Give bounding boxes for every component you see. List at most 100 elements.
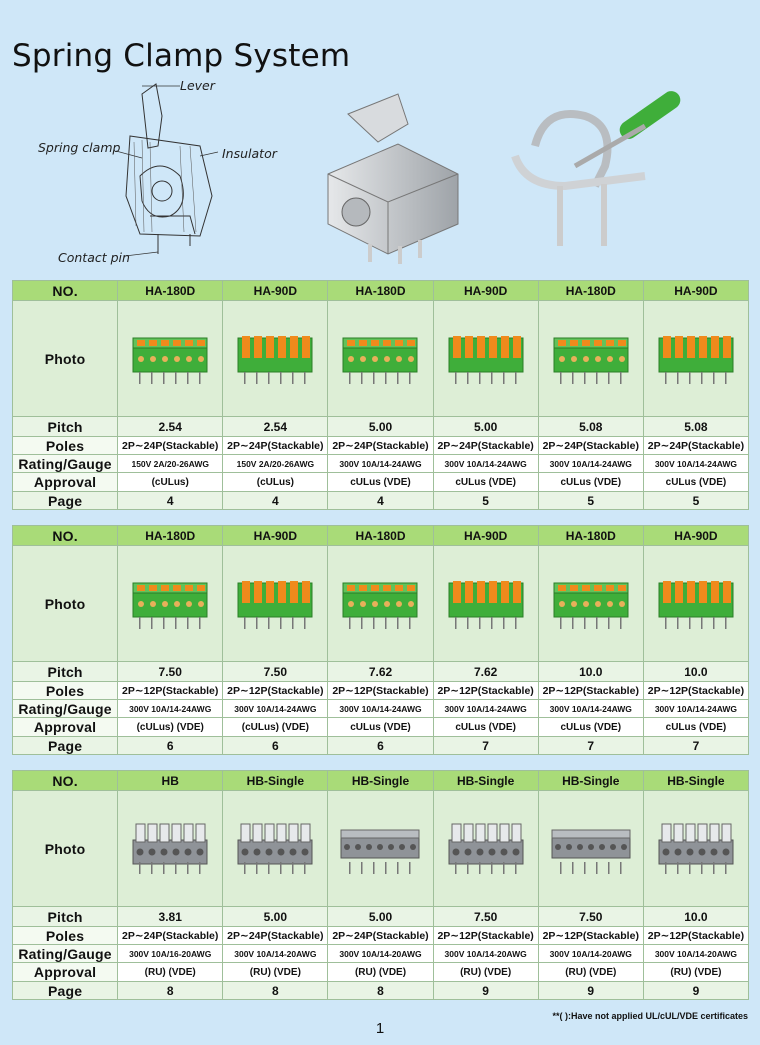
cell-rating: 300V 10A/14-20AWG <box>432 944 539 963</box>
cell-poles: 2P∼12P(Stackable) <box>642 926 750 945</box>
row-label-no: NO. <box>11 525 119 546</box>
spec-row-approval: Approval (cULus) (VDE) (cULus) (VDE) cULus … <box>11 717 750 737</box>
row-label-no: NO. <box>11 280 119 301</box>
cell-rating: 150V 2A/20-26AWG <box>117 454 224 473</box>
cell-no: HB-Single <box>642 770 750 791</box>
spec-row-poles: Poles 2P∼24P(Stackable) 2P∼24P(Stackable) 2… <box>11 436 750 455</box>
cell-photo <box>537 300 644 417</box>
cell-page: 5 <box>642 491 750 510</box>
cell-page: 8 <box>222 981 329 1000</box>
row-label-poles: Poles <box>11 436 119 455</box>
spec-row-pitch: Pitch 2.54 2.54 5.00 5.00 5.08 5.08 <box>11 416 750 437</box>
cell-rating: 300V 10A/14-24AWG <box>432 699 539 718</box>
cell-pitch: 5.08 <box>642 416 750 437</box>
cell-pitch: 10.0 <box>642 661 750 682</box>
cell-page: 8 <box>327 981 434 1000</box>
cell-no: HA-180D <box>537 280 644 301</box>
cell-pitch: 5.00 <box>327 416 434 437</box>
terminal-photo <box>658 336 734 384</box>
cell-poles: 2P∼24P(Stackable) <box>537 436 644 455</box>
row-label-rating: Rating/Gauge <box>11 944 119 963</box>
cell-approval: cULus (VDE) <box>432 472 539 492</box>
row-label-page: Page <box>11 491 119 510</box>
cell-approval: (cULus) <box>222 472 329 492</box>
cell-approval: (RU) (VDE) <box>117 962 224 982</box>
spec-row-rating: Rating/Gauge 300V 10A/14-24AWG 300V 10A/14… <box>11 699 750 718</box>
cell-no: HB <box>117 770 224 791</box>
cell-photo <box>222 300 329 417</box>
spec-row-page: Page 4 4 4 5 5 5 <box>11 491 750 510</box>
cell-page: 5 <box>432 491 539 510</box>
terminal-photo <box>448 336 524 384</box>
cell-poles: 2P∼12P(Stackable) <box>642 681 750 700</box>
cell-poles: 2P∼24P(Stackable) <box>117 436 224 455</box>
cell-rating: 300V 10A/14-20AWG <box>327 944 434 963</box>
spec-row-approval: Approval (RU) (VDE) (RU) (VDE) (RU) (VDE) (R… <box>11 962 750 982</box>
cell-rating: 300V 10A/14-24AWG <box>327 454 434 473</box>
cell-poles: 2P∼24P(Stackable) <box>432 436 539 455</box>
cell-photo <box>432 300 539 417</box>
cell-photo <box>222 790 329 907</box>
cell-rating: 300V 10A/14-20AWG <box>222 944 329 963</box>
cell-approval: (cULus) (VDE) <box>117 717 224 737</box>
cell-poles: 2P∼12P(Stackable) <box>537 681 644 700</box>
row-label-page: Page <box>11 736 119 755</box>
spec-row-poles: Poles 2P∼24P(Stackable) 2P∼24P(Stackable) 2… <box>11 926 750 945</box>
cell-no: HA-90D <box>432 525 539 546</box>
cell-pitch: 7.50 <box>432 906 539 927</box>
cell-page: 7 <box>432 736 539 755</box>
cell-page: 6 <box>327 736 434 755</box>
cell-photo <box>222 545 329 662</box>
cell-photo <box>642 545 750 662</box>
page-number: 1 <box>375 1020 385 1037</box>
cell-page: 4 <box>327 491 434 510</box>
cell-photo <box>432 790 539 907</box>
cell-rating: 300V 10A/14-24AWG <box>117 699 224 718</box>
cell-pitch: 5.00 <box>327 906 434 927</box>
cell-photo <box>117 790 224 907</box>
cell-pitch: 5.08 <box>537 416 644 437</box>
cell-poles: 2P∼24P(Stackable) <box>642 436 750 455</box>
cell-approval: cULus (VDE) <box>327 472 434 492</box>
spec-row-approval: Approval (cULus) (cULus) cULus (VDE) cULus (… <box>11 472 750 492</box>
cell-pitch: 10.0 <box>642 906 750 927</box>
spec-row-photo: Photo <box>11 300 750 417</box>
spring-clamp-diagram <box>115 83 219 257</box>
cell-pitch: 5.00 <box>432 416 539 437</box>
spec-row-page: Page 6 6 6 7 7 7 <box>11 736 750 755</box>
cell-rating: 300V 10A/14-24AWG <box>327 699 434 718</box>
row-label-rating: Rating/Gauge <box>11 454 119 473</box>
footnote: **( ):Have not applied UL/cUL/VDE certif… <box>552 1011 748 1021</box>
cell-page: 4 <box>117 491 224 510</box>
row-label-photo: Photo <box>11 300 119 417</box>
terminal-photo <box>237 336 313 384</box>
cell-no: HA-180D <box>327 525 434 546</box>
cell-rating: 300V 10A/16-20AWG <box>117 944 224 963</box>
terminal-photo <box>553 582 629 629</box>
cell-poles: 2P∼24P(Stackable) <box>327 436 434 455</box>
cell-pitch: 2.54 <box>222 416 329 437</box>
cell-poles: 2P∼24P(Stackable) <box>117 926 224 945</box>
cell-pitch: 7.62 <box>432 661 539 682</box>
cell-poles: 2P∼12P(Stackable) <box>432 926 539 945</box>
cell-no: HA-90D <box>642 280 750 301</box>
cell-approval: (cULus) (VDE) <box>222 717 329 737</box>
cell-photo <box>327 790 434 907</box>
cell-poles: 2P∼24P(Stackable) <box>327 926 434 945</box>
cell-photo <box>327 545 434 662</box>
label-lever: Lever <box>180 78 215 93</box>
cell-approval: (RU) (VDE) <box>432 962 539 982</box>
cell-poles: 2P∼12P(Stackable) <box>117 681 224 700</box>
cell-no: HA-90D <box>222 525 329 546</box>
label-contact-pin: Contact pin <box>58 250 130 265</box>
cell-page: 6 <box>222 736 329 755</box>
cell-photo <box>642 790 750 907</box>
cell-no: HB-Single <box>537 770 644 791</box>
cell-rating: 300V 10A/14-20AWG <box>537 944 644 963</box>
cell-approval: (RU) (VDE) <box>642 962 750 982</box>
terminal-photo <box>132 337 208 384</box>
cell-rating: 300V 10A/14-20AWG <box>642 944 750 963</box>
row-label-page: Page <box>11 981 119 1000</box>
cell-poles: 2P∼24P(Stackable) <box>222 926 329 945</box>
cell-no: HA-180D <box>117 525 224 546</box>
